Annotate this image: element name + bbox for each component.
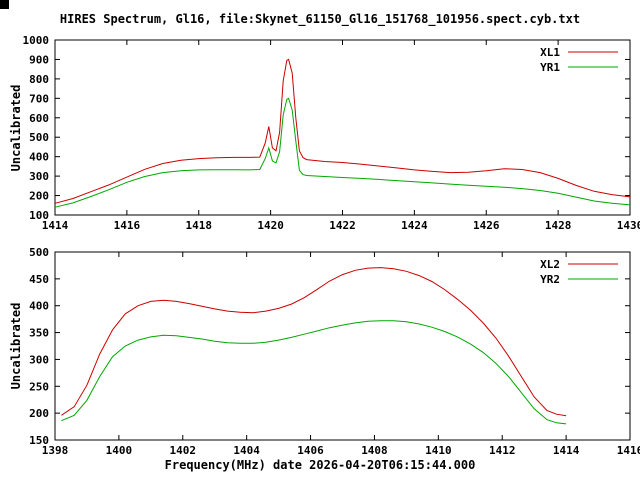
top-y-axis-label: Uncalibrated xyxy=(9,84,23,172)
x-tick-label: 1416 xyxy=(114,219,141,232)
series-line-XL2 xyxy=(61,267,567,417)
y-tick-label: 600 xyxy=(29,112,49,125)
x-tick-label: 1428 xyxy=(545,219,572,232)
x-tick-label: 1414 xyxy=(42,219,69,232)
legend-label-XL1: XL1 xyxy=(540,46,560,59)
y-tick-label: 400 xyxy=(29,300,49,313)
y-tick-label: 300 xyxy=(29,353,49,366)
x-tick-label: 1400 xyxy=(106,444,133,454)
x-tick-label: 1424 xyxy=(401,219,428,232)
x-tick-label: 1412 xyxy=(489,444,516,454)
bottom-y-axis-label: Uncalibrated xyxy=(9,302,23,390)
y-tick-label: 250 xyxy=(29,380,49,393)
y-tick-label: 450 xyxy=(29,273,49,286)
x-tick-label: 1406 xyxy=(297,444,324,454)
x-tick-label: 1404 xyxy=(233,444,260,454)
y-tick-label: 200 xyxy=(29,407,49,420)
y-tick-label: 500 xyxy=(29,131,49,144)
legend-label-XL2: XL2 xyxy=(540,258,560,271)
series-line-XL1 xyxy=(54,58,631,204)
chart-title: HIRES Spectrum, Gl16, file:Skynet_61150_… xyxy=(59,12,581,26)
y-tick-label: 300 xyxy=(29,170,49,183)
x-tick-label: 1430 xyxy=(617,219,640,232)
legend-label-YR1: YR1 xyxy=(540,61,560,74)
y-tick-label: 400 xyxy=(29,151,49,164)
x-axis-label: Frequency(MHz) date 2026-04-20T06:15:44.… xyxy=(164,458,476,472)
y-tick-label: 200 xyxy=(29,190,49,203)
y-tick-label: 800 xyxy=(29,73,49,86)
y-tick-label: 900 xyxy=(29,53,49,66)
top-spectrum-plot: 1414 1416 1418 1420 1422 1424 1426 1428 1430 100 2… xyxy=(23,34,640,232)
legend-label-YR2: YR2 xyxy=(540,273,560,286)
y-tick-label: 1000 xyxy=(23,34,50,47)
series-line-YR1 xyxy=(54,97,631,208)
y-tick-label: 150 xyxy=(29,434,49,447)
x-tick-label: 1414 xyxy=(553,444,580,454)
x-tick-label: 1416 xyxy=(617,444,640,454)
bottom-spectrum-plot: 1398 1400 1402 1404 1406 1408 1410 1412 1414 1416… xyxy=(29,246,640,454)
x-tick-label: 1408 xyxy=(361,444,388,454)
plot-border xyxy=(54,251,631,441)
x-tick-label: 1420 xyxy=(257,219,284,232)
corner-artifact xyxy=(0,0,9,9)
y-tick-label: 350 xyxy=(29,327,49,340)
x-tick-label: 1402 xyxy=(170,444,197,454)
x-tick-label: 1410 xyxy=(425,444,452,454)
x-tick-label: 1398 xyxy=(42,444,69,454)
y-tick-label: 500 xyxy=(29,246,49,259)
x-tick-label: 1422 xyxy=(329,219,356,232)
x-tick-label: 1426 xyxy=(473,219,500,232)
y-tick-label: 100 xyxy=(29,209,49,222)
series-line-YR2 xyxy=(61,320,567,425)
y-tick-label: 700 xyxy=(29,92,49,105)
x-tick-label: 1418 xyxy=(186,219,213,232)
